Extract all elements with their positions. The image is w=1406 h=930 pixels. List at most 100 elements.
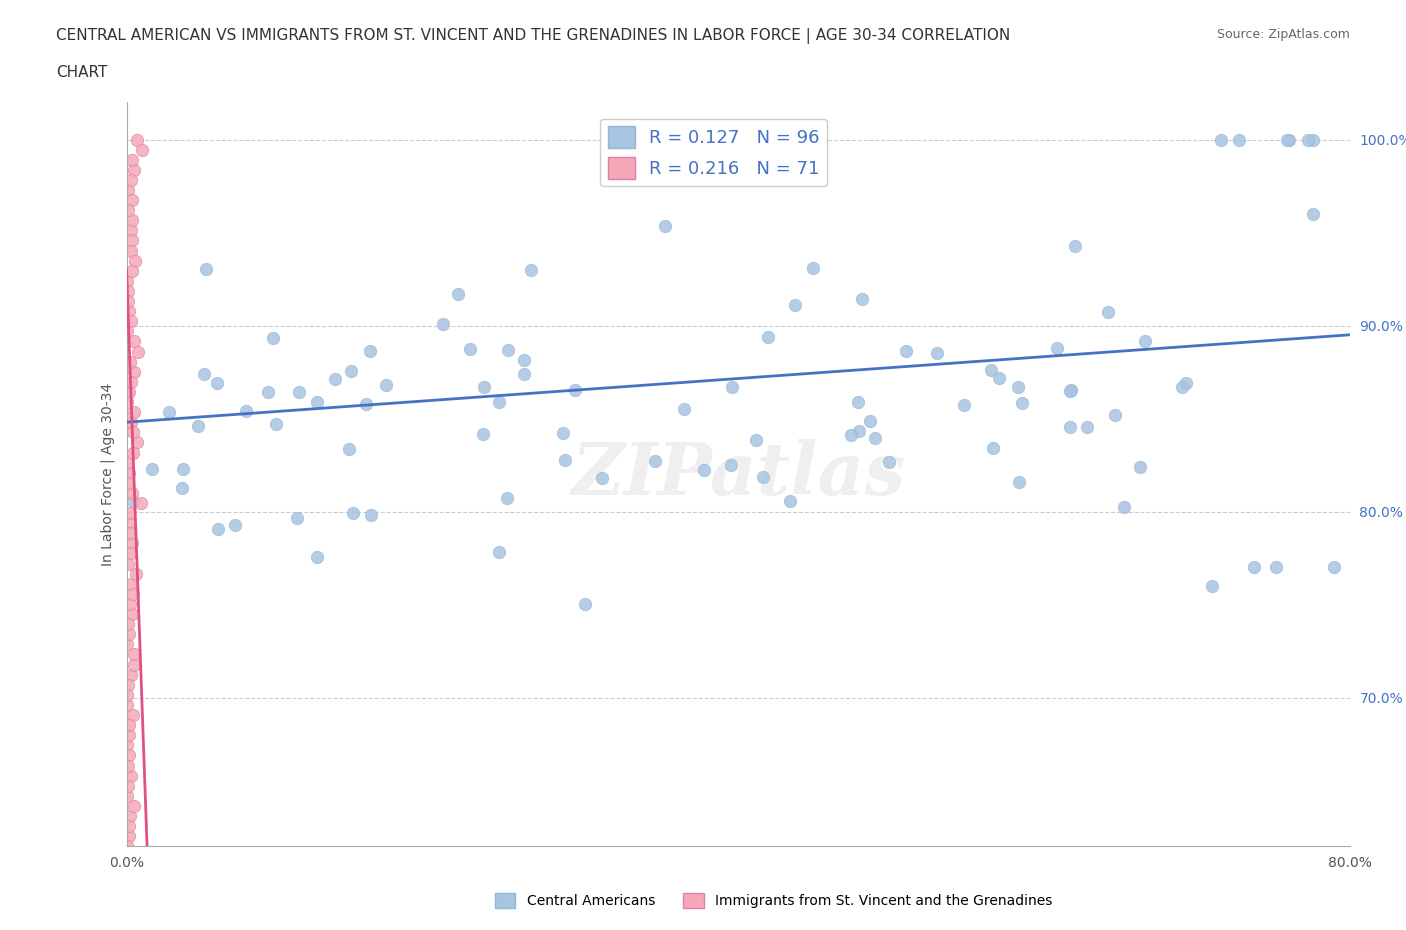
Point bbox=[121, 485, 143, 500]
Point bbox=[1076, 419, 1098, 434]
Point bbox=[127, 344, 149, 359]
Point bbox=[121, 233, 143, 248]
Point bbox=[496, 490, 519, 505]
Point bbox=[877, 455, 900, 470]
Point bbox=[1243, 560, 1265, 575]
Point bbox=[432, 317, 454, 332]
Point bbox=[124, 253, 146, 268]
Point bbox=[193, 366, 215, 381]
Point bbox=[120, 313, 142, 328]
Point bbox=[131, 142, 153, 157]
Point bbox=[360, 507, 382, 522]
Point bbox=[121, 153, 143, 167]
Point bbox=[117, 617, 139, 631]
Point bbox=[117, 778, 139, 793]
Point bbox=[342, 506, 364, 521]
Point bbox=[779, 493, 801, 508]
Point bbox=[120, 596, 142, 611]
Point bbox=[118, 748, 141, 763]
Point bbox=[574, 597, 596, 612]
Point bbox=[115, 394, 138, 409]
Point bbox=[120, 415, 142, 430]
Point bbox=[264, 416, 287, 431]
Point bbox=[129, 496, 152, 511]
Point bbox=[1227, 132, 1250, 147]
Point bbox=[307, 550, 329, 565]
Point bbox=[117, 789, 139, 804]
Point bbox=[288, 385, 311, 400]
Point bbox=[122, 799, 145, 814]
Text: CENTRAL AMERICAN VS IMMIGRANTS FROM ST. VINCENT AND THE GRENADINES IN LABOR FORC: CENTRAL AMERICAN VS IMMIGRANTS FROM ST. … bbox=[56, 28, 1011, 44]
Point bbox=[235, 404, 257, 418]
Point bbox=[117, 304, 139, 319]
Point bbox=[1059, 420, 1081, 435]
Point bbox=[121, 213, 143, 228]
Point bbox=[472, 379, 495, 394]
Point bbox=[564, 382, 586, 397]
Point bbox=[120, 375, 142, 390]
Point bbox=[1104, 407, 1126, 422]
Point bbox=[520, 263, 543, 278]
Point bbox=[744, 433, 766, 448]
Point bbox=[1175, 375, 1198, 390]
Point bbox=[122, 163, 145, 178]
Point bbox=[337, 441, 360, 456]
Point bbox=[125, 435, 148, 450]
Point bbox=[124, 334, 146, 349]
Point bbox=[307, 395, 329, 410]
Point bbox=[1201, 578, 1223, 593]
Point bbox=[262, 330, 284, 345]
Point bbox=[925, 346, 948, 361]
Point bbox=[1046, 340, 1069, 355]
Y-axis label: In Labor Force | Age 30-34: In Labor Force | Age 30-34 bbox=[101, 383, 115, 565]
Point bbox=[1097, 304, 1119, 319]
Point bbox=[1007, 379, 1029, 394]
Text: Source: ZipAtlas.com: Source: ZipAtlas.com bbox=[1216, 28, 1350, 41]
Point bbox=[848, 424, 870, 439]
Point bbox=[513, 352, 536, 367]
Point bbox=[118, 506, 141, 521]
Point bbox=[980, 363, 1002, 378]
Point bbox=[1264, 560, 1286, 575]
Point bbox=[120, 525, 142, 540]
Point bbox=[693, 463, 716, 478]
Point bbox=[115, 273, 138, 288]
Point bbox=[117, 556, 139, 571]
Point bbox=[285, 511, 308, 525]
Point bbox=[195, 261, 218, 276]
Point bbox=[496, 343, 519, 358]
Point bbox=[720, 458, 742, 472]
Legend: Central Americans, Immigrants from St. Vincent and the Grenadines: Central Americans, Immigrants from St. V… bbox=[489, 888, 1057, 914]
Legend: R = 0.127   N = 96, R = 0.216   N = 71: R = 0.127 N = 96, R = 0.216 N = 71 bbox=[600, 119, 827, 186]
Point bbox=[863, 431, 886, 445]
Point bbox=[122, 647, 145, 662]
Point bbox=[122, 425, 145, 440]
Point bbox=[654, 219, 676, 233]
Point bbox=[115, 839, 138, 854]
Point bbox=[117, 284, 139, 299]
Point bbox=[471, 426, 494, 441]
Point bbox=[115, 687, 138, 702]
Point bbox=[118, 627, 141, 642]
Point bbox=[118, 354, 141, 369]
Point bbox=[118, 728, 141, 743]
Point bbox=[120, 243, 142, 258]
Point bbox=[120, 172, 142, 187]
Point bbox=[591, 471, 613, 485]
Point bbox=[205, 376, 228, 391]
Point bbox=[121, 193, 143, 207]
Point bbox=[673, 402, 696, 417]
Point bbox=[118, 829, 141, 844]
Point bbox=[1171, 380, 1194, 395]
Point bbox=[721, 379, 744, 394]
Point bbox=[157, 405, 180, 419]
Point bbox=[323, 372, 346, 387]
Point bbox=[118, 818, 141, 833]
Point bbox=[117, 294, 139, 309]
Point bbox=[117, 475, 139, 490]
Point bbox=[117, 677, 139, 692]
Point bbox=[751, 470, 773, 485]
Point bbox=[1209, 132, 1232, 147]
Point bbox=[1302, 206, 1324, 221]
Point bbox=[115, 737, 138, 752]
